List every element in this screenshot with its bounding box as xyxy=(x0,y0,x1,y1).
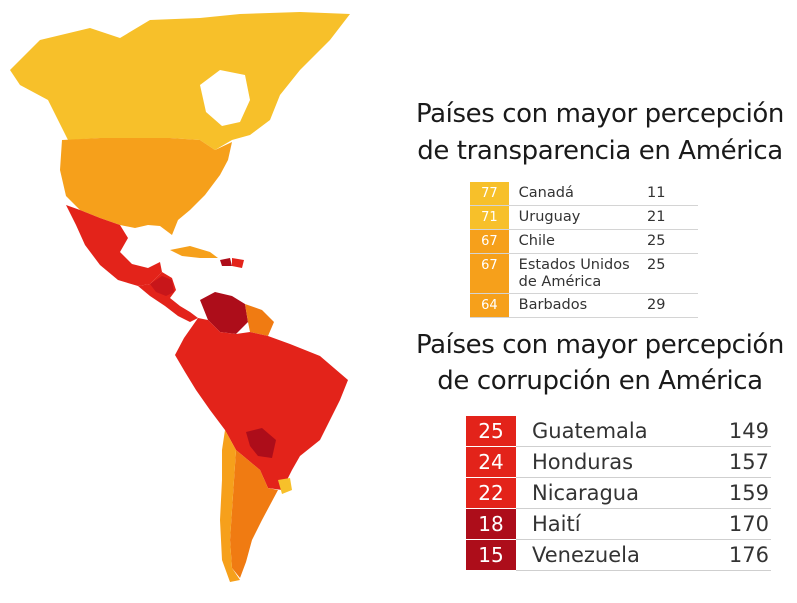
rank-cell: 25 xyxy=(646,257,666,273)
transparency-table: 77 Canadá 11 71 Uruguay 21 67 Chile 25 6… xyxy=(470,182,698,318)
table-row: 67 Estados Unidos de América 25 xyxy=(470,253,698,294)
score-cell: 25 xyxy=(466,416,516,447)
corruption-heading-line1: Países con mayor percepción xyxy=(416,330,784,360)
rank-cell: 29 xyxy=(646,297,666,313)
region-usa xyxy=(60,138,232,235)
score-cell: 77 xyxy=(470,182,509,206)
rank-cell: 157 xyxy=(728,450,769,474)
country-cell: Haití xyxy=(532,512,581,536)
region-chile xyxy=(220,430,240,582)
region-hudson-bay xyxy=(200,70,250,126)
region-south-america xyxy=(175,318,348,490)
rank-cell: 25 xyxy=(646,233,666,249)
rank-cell: 176 xyxy=(728,543,769,567)
corruption-table: 25 Guatemala 149 24 Honduras 157 22 Nica… xyxy=(466,416,771,571)
transparency-heading-line2: de transparencia en América xyxy=(417,136,783,166)
table-row: 24 Honduras 157 xyxy=(466,446,771,478)
region-mexico xyxy=(66,205,162,286)
table-row: 64 Barbados 29 xyxy=(470,293,698,318)
transparency-heading: Países con mayor percepción de transpare… xyxy=(406,96,794,170)
score-cell: 71 xyxy=(470,205,509,230)
region-venezuela xyxy=(200,292,248,334)
corruption-heading-line2: de corrupción en América xyxy=(437,366,763,396)
region-uruguay xyxy=(278,478,292,494)
table-row: 22 Nicaragua 159 xyxy=(466,477,771,509)
table-row: 77 Canadá 11 xyxy=(470,182,698,206)
country-cell: Nicaragua xyxy=(532,481,639,505)
country-cell: Chile xyxy=(518,233,555,249)
region-canada xyxy=(10,12,350,150)
table-row: 25 Guatemala 149 xyxy=(466,416,771,447)
table-row: 67 Chile 25 xyxy=(470,229,698,254)
table-row: 15 Venezuela 176 xyxy=(466,539,771,571)
rank-cell: 21 xyxy=(646,209,666,225)
table-row: 71 Uruguay 21 xyxy=(470,205,698,230)
corruption-heading: Países con mayor percepción de corrupció… xyxy=(408,327,792,399)
score-cell: 67 xyxy=(470,229,509,254)
country-cell: Honduras xyxy=(532,450,634,474)
rank-cell: 159 xyxy=(728,481,769,505)
country-cell: Canadá xyxy=(518,185,574,201)
region-haiti xyxy=(220,258,232,266)
region-guyanas xyxy=(245,304,274,336)
region-paraguay xyxy=(246,428,276,458)
table-row: 18 Haití 170 xyxy=(466,508,771,540)
country-cell: Barbados xyxy=(518,297,588,313)
rank-cell: 149 xyxy=(728,419,769,443)
score-cell: 22 xyxy=(466,477,516,509)
region-dominican xyxy=(232,258,244,268)
score-cell: 67 xyxy=(470,253,509,294)
score-cell: 64 xyxy=(470,293,509,318)
country-cell: Uruguay xyxy=(518,209,581,225)
country-cell: Venezuela xyxy=(532,543,640,567)
region-honduras-nicaragua xyxy=(150,276,174,296)
score-cell: 24 xyxy=(466,446,516,478)
region-argentina xyxy=(230,450,278,578)
country-cell: Estados Unidos de América xyxy=(518,257,630,290)
score-cell: 15 xyxy=(466,539,516,571)
region-cuba xyxy=(170,246,218,258)
rank-cell: 170 xyxy=(728,512,769,536)
rank-cell: 11 xyxy=(646,185,666,201)
transparency-heading-line1: Países con mayor percepción xyxy=(416,99,784,129)
country-cell: Guatemala xyxy=(532,419,648,443)
score-cell: 18 xyxy=(466,508,516,540)
americas-map xyxy=(10,12,350,582)
